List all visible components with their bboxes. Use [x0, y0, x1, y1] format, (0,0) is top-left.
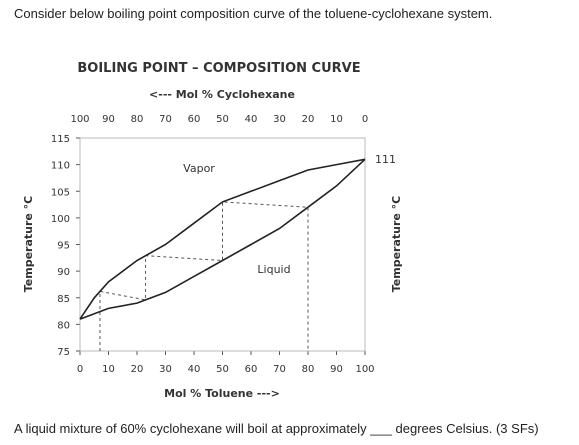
- top-tick-label: 10: [330, 114, 343, 125]
- x-tick-label: 90: [330, 364, 343, 375]
- y-tick-label: 80: [57, 320, 70, 331]
- y-tick-label: 75: [57, 347, 70, 358]
- question-ask: A liquid mixture of 60% cyclohexane will…: [14, 421, 539, 436]
- chart-title: BOILING POINT – COMPOSITION CURVE: [77, 61, 360, 76]
- x-tick-label: 100: [355, 364, 374, 375]
- x-axis-label: Mol % Toluene --->: [164, 387, 280, 400]
- top-tick-label: 100: [70, 114, 89, 125]
- y-axis-label-right: Temperature °C: [390, 196, 403, 293]
- plot-frame: [79, 137, 366, 352]
- top-tick-label: 50: [216, 114, 229, 125]
- x-tick-label: 20: [131, 364, 144, 375]
- vapor-curve: [79, 158, 366, 320]
- liquid-curve: [79, 158, 366, 320]
- vapor-label: Vapor: [183, 162, 215, 175]
- top-tick-label: 60: [188, 114, 201, 125]
- tie-line-guides: [99, 201, 309, 351]
- top-tick-label: 20: [302, 114, 315, 125]
- y-tick-label: 105: [51, 187, 70, 198]
- y-axis-label-left: Temperature °C: [22, 196, 35, 293]
- y-tick-label: 115: [51, 134, 70, 145]
- x-tick-label: 0: [77, 364, 83, 375]
- top-axis-label: <--- Mol % Cyclohexane: [149, 88, 295, 101]
- x-tick-label: 10: [102, 364, 115, 375]
- top-tick-label: 80: [131, 114, 144, 125]
- x-tick-label: 50: [216, 364, 229, 375]
- top-tick-label: 90: [102, 114, 115, 125]
- top-tick-label: 40: [245, 114, 258, 125]
- y-tick-label: 95: [57, 241, 70, 252]
- liquid-label: Liquid: [257, 263, 290, 276]
- y-tick-label: 100: [51, 214, 70, 225]
- x-tick-label: 60: [245, 364, 258, 375]
- top-tick-label: 30: [273, 114, 286, 125]
- question-intro: Consider below boiling point composition…: [14, 6, 493, 21]
- x-tick-label: 80: [302, 364, 315, 375]
- x-tick-label: 30: [159, 364, 172, 375]
- y-tick-label: 90: [57, 267, 70, 278]
- right-annotation: 111: [375, 153, 396, 166]
- y-tick-label: 110: [51, 161, 70, 172]
- x-tick-label: 40: [188, 364, 201, 375]
- x-tick-label: 70: [273, 364, 286, 375]
- top-tick-label: 0: [362, 114, 368, 125]
- top-tick-label: 70: [159, 114, 172, 125]
- y-tick-label: 85: [57, 294, 70, 305]
